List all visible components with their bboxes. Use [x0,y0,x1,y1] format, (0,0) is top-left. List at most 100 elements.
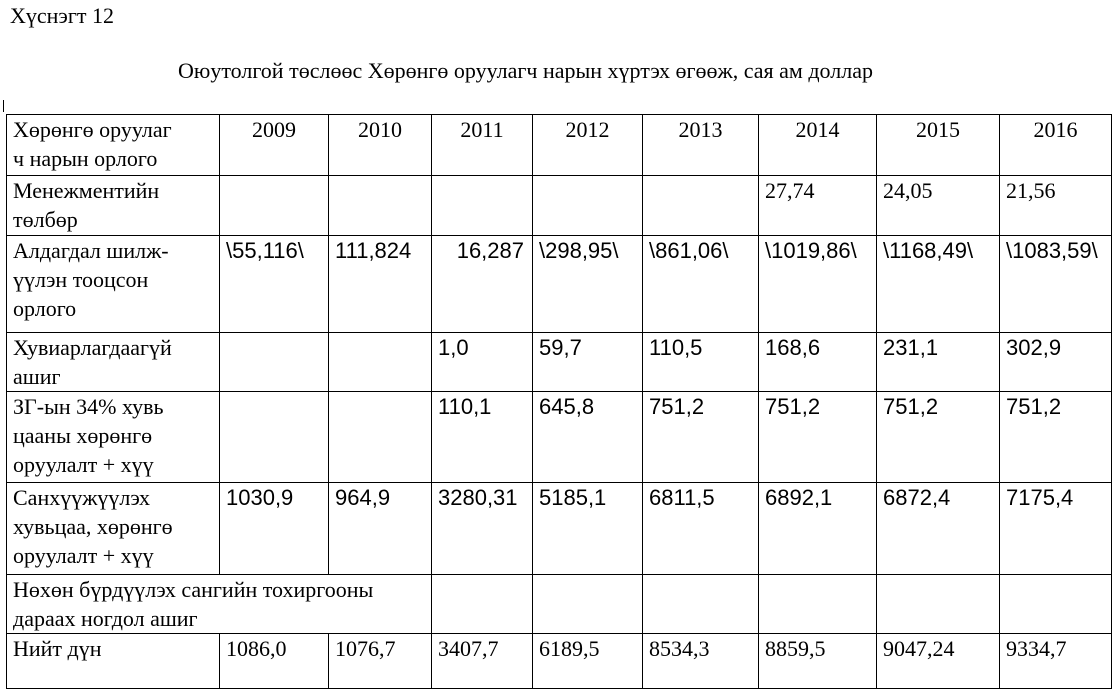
value-cell: \1168,49\ [876,235,1000,333]
label-line: хувьцаа, хөрөнгө [13,514,173,539]
value-cell [642,175,759,236]
year-header: 2009 [219,114,329,176]
year-header: 2016 [999,114,1112,176]
value-cell: \1083,59\ [999,235,1112,333]
total-value: 6189,5 [532,633,643,689]
year-header: 2011 [431,114,533,176]
total-label: Нийт дүн [6,633,220,689]
value-cell: 5185,1 [532,482,643,575]
label-line: оруулалт + хүү [13,452,154,477]
header-row: Хөрөнгө оруулаг ч нарын орлого 2009 2010 201… [6,114,1112,176]
value-cell: 110,5 [642,332,759,392]
label-line: Санхүүжүүлэх [13,485,150,510]
value-cell: 302,9 [999,332,1112,392]
value-cell: 751,2 [642,391,759,483]
row-label-cell: Хувиарлагдаагүй ашиг [6,332,220,392]
table-caption: Хүснэгт 12 [10,3,115,28]
value-cell: \55,116\ [219,235,329,333]
label-line: ЗГ-ын 34% хувь [13,394,164,419]
value-cell: 59,7 [532,332,643,392]
label-line: ч нарын орлого [13,146,158,171]
value-cell: 3280,31 [431,482,533,575]
value-cell: 6811,5 [642,482,759,575]
row-label-cell: Нөхөн бүрдүүлэх сангийн тохиргооны дараах… [6,574,432,634]
value-cell [328,391,432,483]
value-cell [219,332,329,392]
value-cell [532,175,643,236]
value-cell: \298,95\ [532,235,643,333]
label-line: Нөхөн бүрдүүлэх сангийн тохиргооны [13,577,374,602]
total-value: 1076,7 [328,633,432,689]
value-cell [431,574,533,634]
year-header: 2010 [328,114,432,176]
table-row: Нөхөн бүрдүүлэх сангийн тохиргооны дараах… [6,574,1112,634]
value-cell [758,574,877,634]
value-cell [328,175,432,236]
table-row: Санхүүжүүлэх хувьцаа, хөрөнгө оруулалт + … [6,482,1112,575]
label-line: үүлэн тооцсон [13,267,149,292]
label-line: Менежментийн [13,178,160,203]
value-cell [642,574,759,634]
value-cell: 1,0 [431,332,533,392]
value-cell: 27,74 [758,175,877,236]
value-cell: 111,824 [328,235,432,333]
investor-returns-table: Хөрөнгө оруулаг ч нарын орлого 2009 2010 201… [6,114,1112,689]
year-header: 2012 [532,114,643,176]
label-line: Хөрөнгө оруулаг [13,117,172,142]
label-line: дараах ногдол ашиг [13,606,198,631]
value-cell: 1030,9 [219,482,329,575]
value-cell [328,332,432,392]
row-label-cell: Санхүүжүүлэх хувьцаа, хөрөнгө оруулалт + … [6,482,220,575]
year-header: 2013 [642,114,759,176]
value-cell: 24,05 [876,175,1000,236]
table-row: ЗГ-ын 34% хувь цааны хөрөнгө оруулалт + хү… [6,391,1112,483]
row-label-cell: Алдагдал шилж-үүлэн тооцсон орлого [6,235,220,333]
value-cell: 6892,1 [758,482,877,575]
value-cell: \1019,86\ [758,235,877,333]
total-value: 8859,5 [758,633,877,689]
total-value: 3407,7 [431,633,533,689]
label-line: орлого [13,296,77,321]
header-label-cell: Хөрөнгө оруулаг ч нарын орлого [6,114,220,176]
table-body: Хөрөнгө оруулаг ч нарын орлого 2009 2010 201… [6,114,1112,689]
table-row: Алдагдал шилж-үүлэн тооцсон орлого \55,116… [6,235,1112,333]
year-header: 2015 [876,114,1000,176]
label-line: Хувиарлагдаагүй [13,335,172,360]
label-line: Алдагдал шилж- [13,238,169,263]
value-cell: 7175,4 [999,482,1112,575]
table-title: Оюутолгой төслөөс Хөрөнгө оруулагч нарын… [178,58,873,83]
value-cell: 645,8 [532,391,643,483]
total-value: 9047,24 [876,633,1000,689]
value-cell [219,391,329,483]
value-cell [219,175,329,236]
value-cell [532,574,643,634]
value-cell: 751,2 [999,391,1112,483]
row-label-cell: Менежментийн төлбөр [6,175,220,236]
total-value: 8534,3 [642,633,759,689]
margin-mark [3,100,4,112]
value-cell: \861,06\ [642,235,759,333]
value-cell: 110,1 [431,391,533,483]
value-cell: 751,2 [758,391,877,483]
value-cell: 21,56 [999,175,1112,236]
total-row: Нийт дүн 1086,0 1076,7 3407,7 6189,5 8534,3 88… [6,633,1112,689]
value-cell: 231,1 [876,332,1000,392]
year-header: 2014 [758,114,877,176]
value-cell: 16,287 [431,235,533,333]
table-row: Хувиарлагдаагүй ашиг 1,0 59,7 110,5 168,6 231,… [6,332,1112,392]
value-cell [999,574,1112,634]
total-value: 1086,0 [219,633,329,689]
value-cell: 168,6 [758,332,877,392]
total-value: 9334,7 [999,633,1112,689]
value-cell [431,175,533,236]
value-cell: 964,9 [328,482,432,575]
label-line: төлбөр [13,207,78,232]
label-line: цааны хөрөнгө [13,423,153,448]
label-line: ашиг [13,364,61,389]
label-line: оруулалт + хүү [13,543,154,568]
value-cell [876,574,1000,634]
value-cell: 6872,4 [876,482,1000,575]
table-row: Менежментийн төлбөр 27,74 24,05 21,56 [6,175,1112,236]
row-label-cell: ЗГ-ын 34% хувь цааны хөрөнгө оруулалт + хү… [6,391,220,483]
value-cell: 751,2 [876,391,1000,483]
